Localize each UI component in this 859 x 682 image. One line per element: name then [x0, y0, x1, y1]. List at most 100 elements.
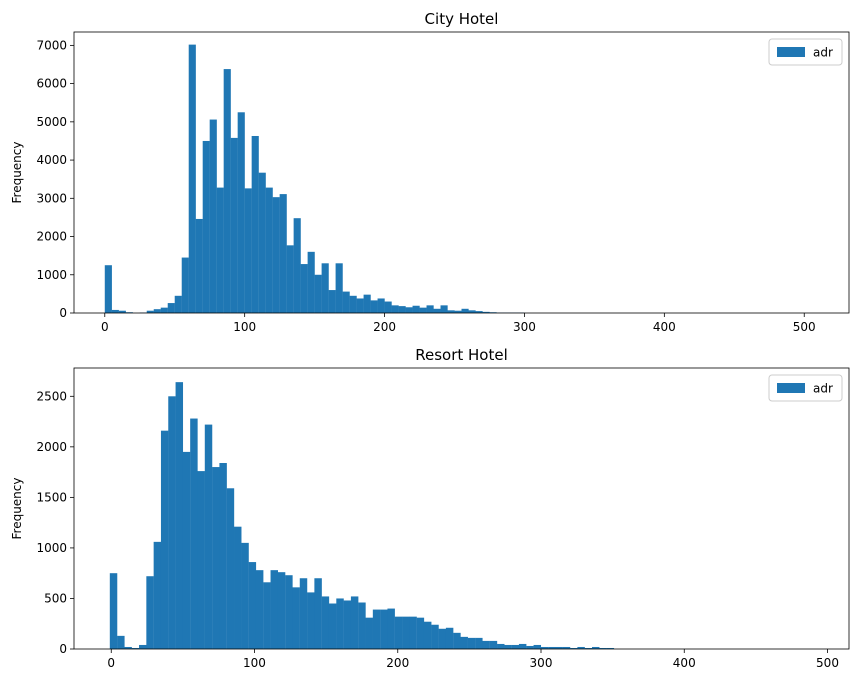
histogram-bar [461, 308, 469, 313]
histogram-bar [518, 643, 527, 649]
histogram-bar [370, 300, 378, 313]
x-tick-label: 100 [243, 656, 266, 670]
histogram-bar [555, 646, 563, 649]
histogram-bar [190, 418, 198, 649]
y-tick-label: 2000 [36, 440, 67, 454]
histogram-bar [307, 251, 315, 313]
histogram-bar [279, 194, 287, 313]
histogram-bar [482, 311, 490, 313]
y-tick-label: 7000 [36, 38, 67, 52]
histogram-bar [241, 542, 249, 649]
legend-label: adr [813, 46, 833, 60]
y-tick-label: 3000 [36, 191, 67, 205]
histogram-bar [230, 137, 238, 313]
legend-swatch [777, 383, 805, 393]
x-tick-label: 0 [107, 656, 115, 670]
histogram-bar [363, 294, 371, 313]
histogram-bar [350, 596, 359, 649]
histogram-bar [307, 592, 315, 649]
histogram-bar [391, 305, 399, 313]
histogram-bar [426, 305, 434, 313]
histogram-bar [475, 637, 483, 649]
x-axis-ticks: 0 100 200 300 400 500 [107, 649, 839, 670]
histogram-bar [402, 616, 410, 649]
y-tick-label: 1000 [36, 541, 67, 555]
histogram-bar [292, 587, 300, 649]
histogram-bar [153, 309, 161, 313]
y-tick-label: 0 [59, 306, 67, 320]
histogram-bar [349, 295, 357, 313]
histogram-bar [394, 616, 403, 649]
histogram-bar [202, 140, 210, 313]
histogram-bar [182, 451, 191, 649]
histogram-bar [174, 295, 182, 313]
histogram-bar [314, 274, 322, 313]
histogram-bar [216, 187, 224, 313]
histogram-bar [109, 573, 118, 649]
histogram-bar [146, 310, 154, 313]
histogram-bar [336, 598, 344, 649]
y-tick-label: 1500 [36, 490, 67, 504]
y-tick-label: 1000 [36, 268, 67, 282]
histogram-bar [460, 636, 468, 649]
histogram-bar [540, 646, 549, 649]
axes-frame [73, 367, 850, 650]
x-tick-label: 300 [513, 320, 536, 334]
histogram-bar [251, 135, 259, 313]
x-tick-label: 200 [386, 656, 409, 670]
histogram-bar [342, 291, 350, 313]
histogram-bar [237, 112, 245, 313]
y-tick-label: 6000 [36, 77, 67, 91]
histogram-bar [209, 119, 217, 313]
histogram-bar [175, 382, 184, 649]
histogram-bar [358, 602, 366, 649]
histogram-bar [285, 575, 293, 649]
x-tick-label: 300 [530, 656, 553, 670]
legend-label: adr [813, 382, 833, 396]
histogram-bar [409, 616, 417, 649]
histogram-bar [384, 301, 392, 313]
x-tick-label: 200 [373, 320, 396, 334]
histogram-bar [328, 603, 337, 649]
histogram-bar [131, 647, 140, 649]
histogram-bar [445, 627, 454, 649]
x-tick-label: 400 [673, 656, 696, 670]
histogram-bar [380, 609, 388, 649]
y-tick-label: 500 [44, 591, 67, 605]
histogram-bar [104, 265, 112, 313]
histogram-bar [263, 582, 271, 649]
histogram-bar [335, 263, 343, 313]
histogram-bar [356, 298, 364, 313]
y-axis-ticks: 0 1000 2000 3000 4000 5000 6000 7000 [36, 38, 74, 320]
chart-title: Resort Hotel [415, 346, 508, 364]
legend: adr [768, 38, 843, 66]
histogram-bar [562, 646, 571, 649]
histogram-bar [111, 309, 119, 313]
histogram-bar [265, 187, 273, 313]
histogram-bar [423, 621, 432, 649]
city-hotel-subplot: 0 100 200 300 400 500010002000300040005000600… [10, 10, 850, 334]
histogram-bar [526, 645, 534, 649]
histogram-bar [300, 264, 308, 313]
histogram-bar [160, 430, 169, 649]
histogram-bar [440, 305, 448, 313]
x-tick-label: 100 [233, 320, 256, 334]
histogram-bar [212, 467, 220, 649]
histogram-bar [188, 44, 196, 314]
y-tick-label: 4000 [36, 153, 67, 167]
histogram-bar [234, 526, 242, 649]
histogram-bar [511, 644, 520, 649]
histogram-bar [431, 624, 439, 649]
histogram-bar [504, 644, 512, 649]
histogram-bar [270, 570, 278, 649]
y-tick-label: 2000 [36, 230, 67, 244]
histogram-bar [405, 307, 413, 313]
histogram-bar [181, 257, 189, 313]
histogram-bar [577, 646, 585, 649]
histogram-bar [412, 305, 420, 313]
histogram-bar [255, 570, 264, 649]
histogram-bar [293, 218, 301, 313]
y-axis-label: Frequency [10, 478, 24, 540]
histogram-bar [416, 617, 425, 649]
histogram-bar [497, 643, 505, 649]
